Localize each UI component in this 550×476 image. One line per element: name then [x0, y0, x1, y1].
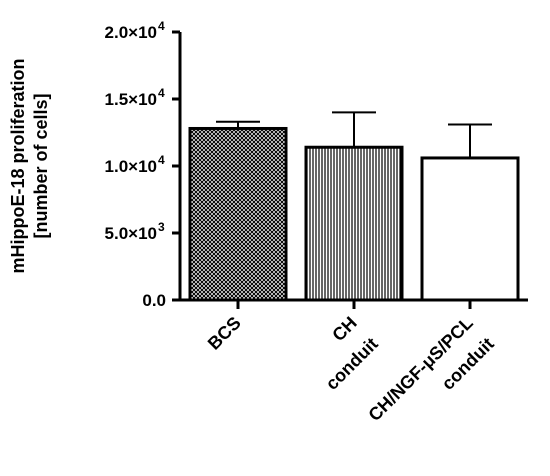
y-tick-label: 2.0×10 [105, 23, 157, 42]
x-tick-label: BCS [204, 313, 245, 354]
y-tick-label: 1.0×10 [105, 157, 157, 176]
y-axis-label-line: [number of cells] [31, 93, 51, 238]
y-tick-label-exponent: 4 [158, 153, 165, 167]
y-tick-label-base: 0.0 [142, 291, 166, 310]
error-bars [216, 111, 492, 158]
y-tick-label: 5.0×10 [105, 224, 157, 243]
x-tick-label: conduit [322, 334, 382, 394]
y-axis-label: mHippoE-18 proliferation [number of cells… [8, 58, 51, 273]
y-tick-label-base: 1.0×10 [105, 157, 157, 176]
bars [188, 126, 520, 302]
y-tick-label: 1.5×10 [105, 90, 157, 109]
y-tick-label: 0.0 [142, 291, 166, 310]
y-ticks: 0.05.0×10 31.0×10 41.5×10 42.0×10 4 [105, 19, 180, 310]
y-axis-label-line: mHippoE-18 proliferation [8, 58, 28, 273]
bar [304, 145, 404, 302]
y-tick-label-exponent: 4 [158, 19, 165, 33]
bar [188, 126, 288, 302]
y-tick-label-base: 5.0×10 [105, 224, 157, 243]
x-tick-label: CH [328, 313, 361, 346]
y-tick-label-base: 1.5×10 [105, 90, 157, 109]
bar [420, 156, 520, 302]
y-tick-label-base: 2.0×10 [105, 23, 157, 42]
y-tick-label-exponent: 4 [158, 86, 165, 100]
y-tick-label-exponent: 3 [158, 220, 165, 234]
